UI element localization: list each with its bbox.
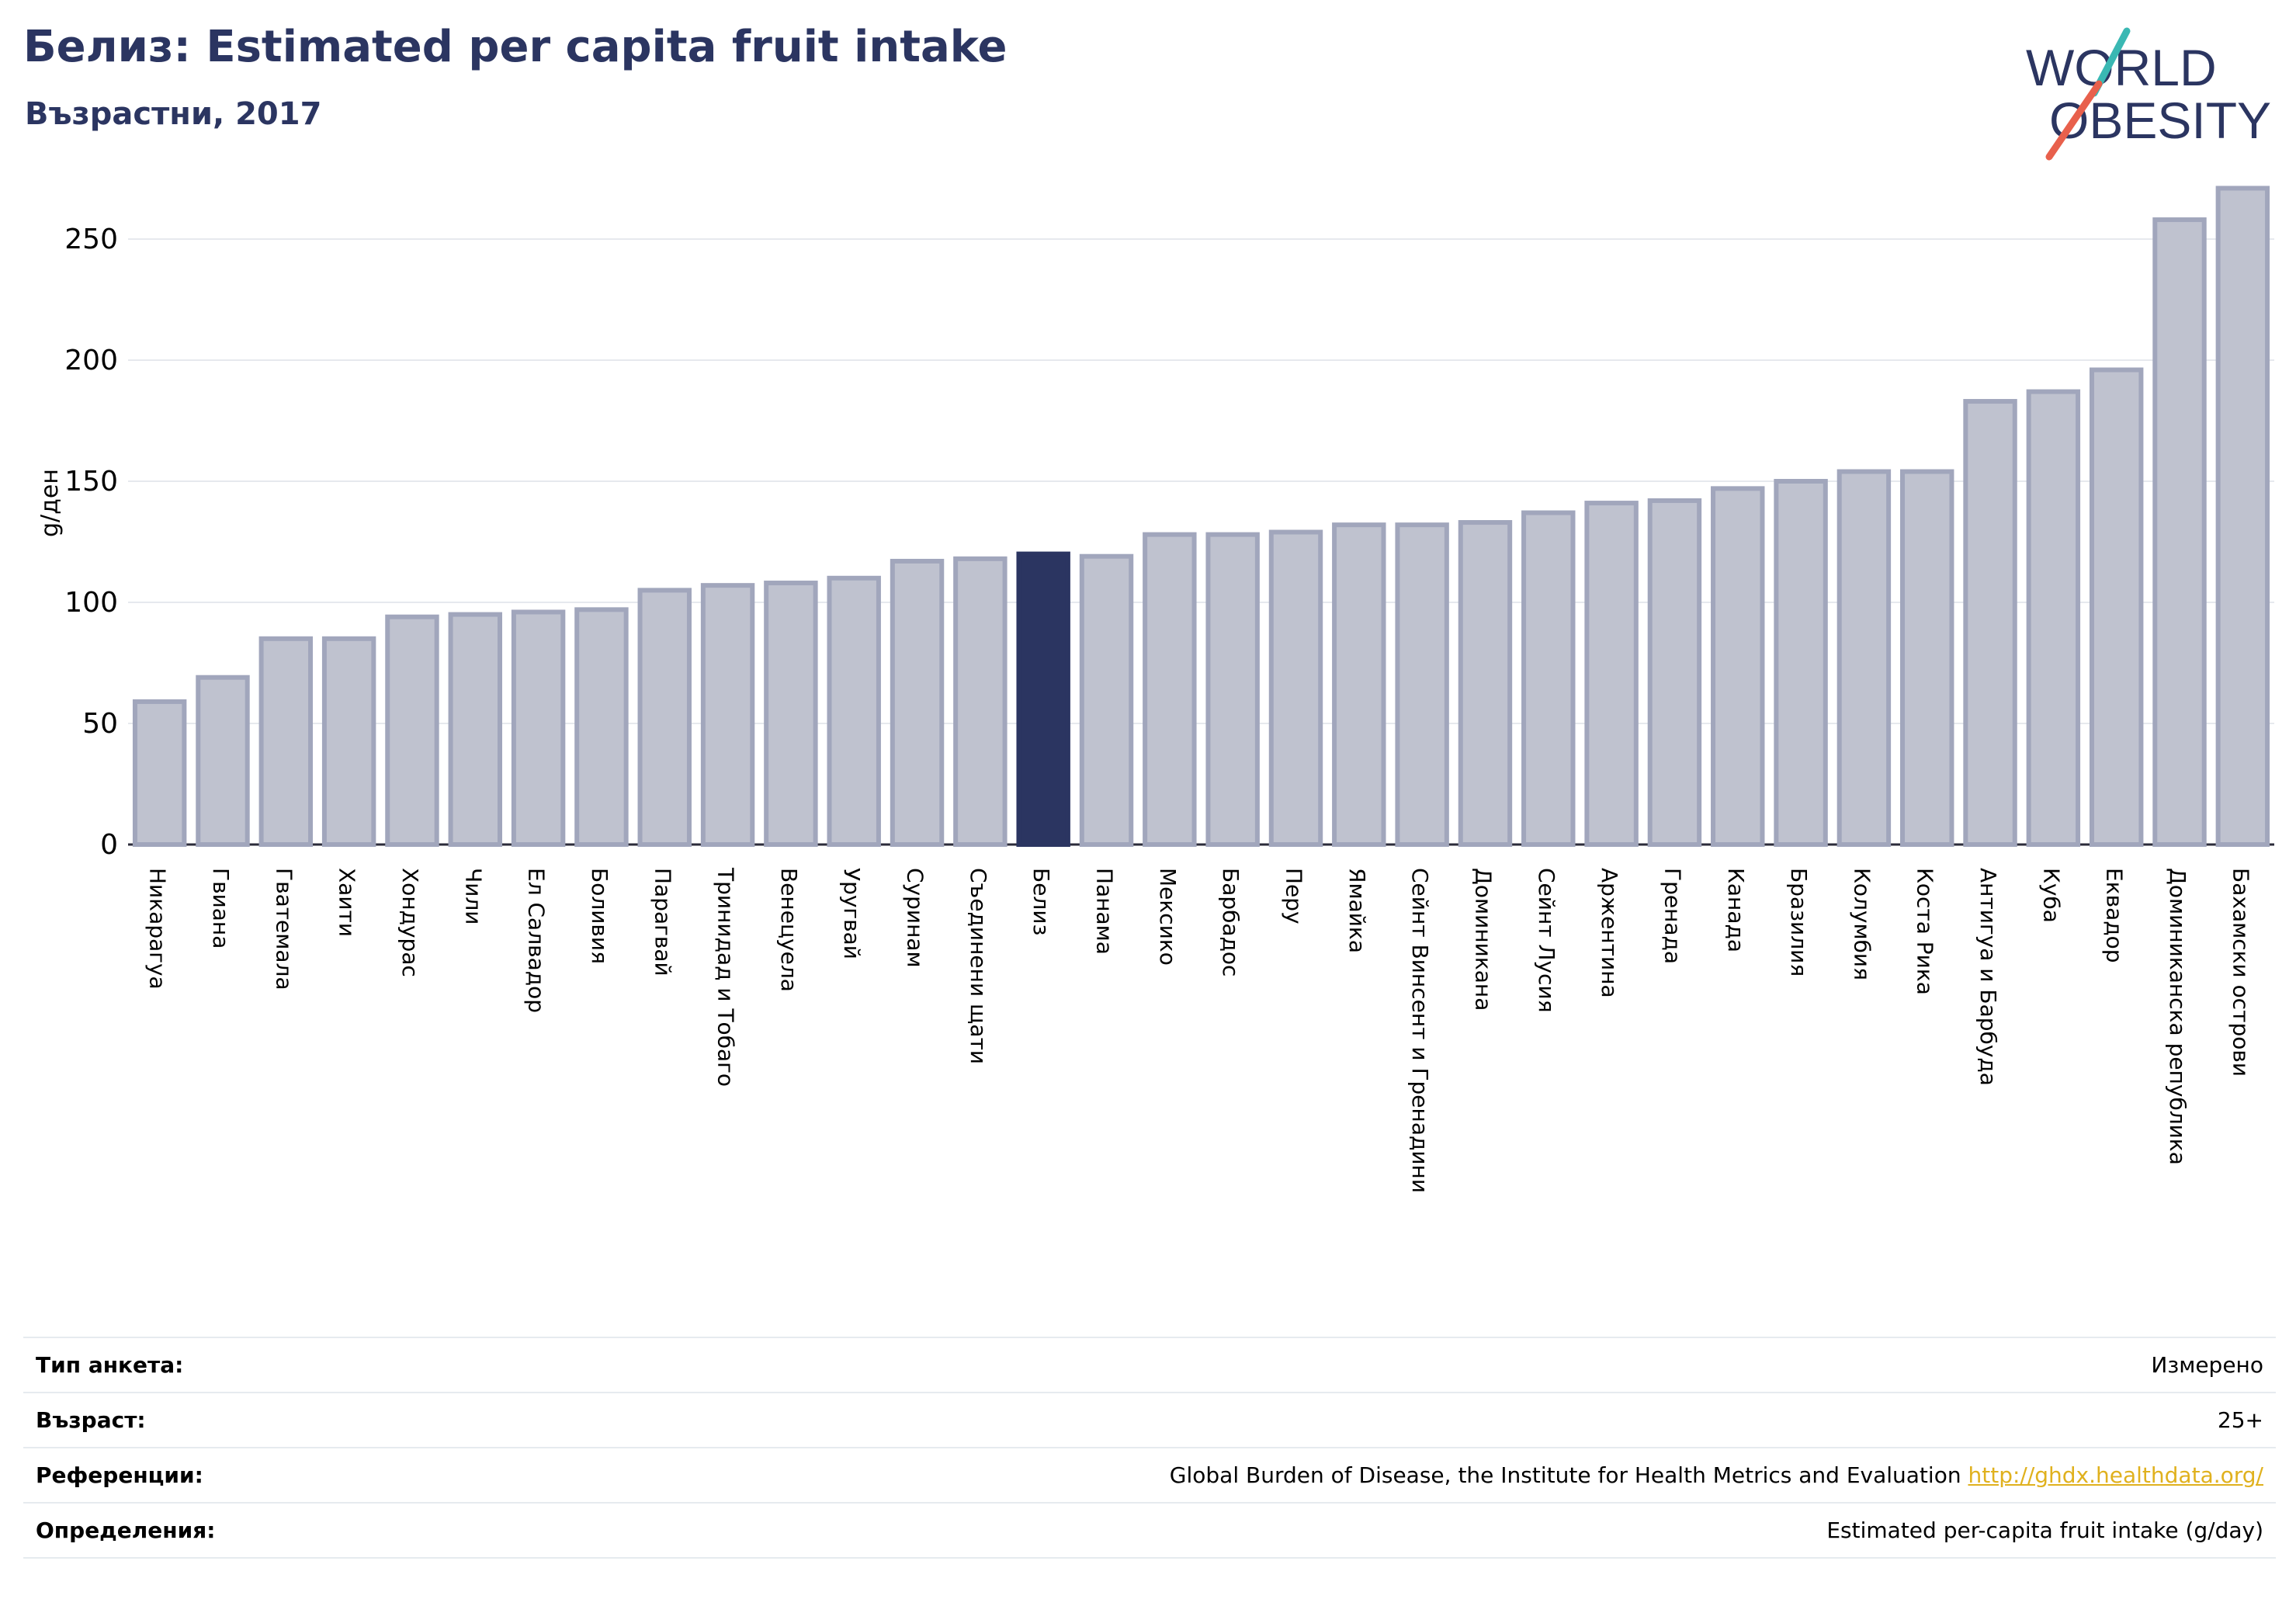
bar xyxy=(953,556,1008,848)
bar xyxy=(1584,501,1639,848)
bar xyxy=(890,558,945,848)
bar xyxy=(1900,469,1954,848)
bar xyxy=(827,575,881,847)
x-tick-label: Уругвай xyxy=(839,868,865,959)
x-tick-label: Антигуа и Барбуда xyxy=(1975,868,2001,1086)
bar xyxy=(574,607,629,847)
bar xyxy=(764,581,818,847)
bar xyxy=(1836,469,1892,848)
bar xyxy=(1963,399,2017,847)
bar xyxy=(2026,389,2081,847)
x-tick-label: Колумбия xyxy=(1849,868,1875,980)
x-tick-label: Сейнт Лусия xyxy=(1534,868,1559,1013)
x-tick-label: Тринидад и Тобаго xyxy=(713,867,739,1087)
bar xyxy=(321,636,376,847)
bar xyxy=(448,612,502,847)
x-tick-label: Белиз xyxy=(1028,868,1054,935)
x-tick-label: Перу xyxy=(1281,868,1306,924)
bars xyxy=(132,186,2270,848)
x-tick-label: Хондурас xyxy=(397,868,423,977)
y-tick-label: 100 xyxy=(64,587,118,619)
y-tick-label: 200 xyxy=(64,345,118,376)
x-tick-label: Барбадос xyxy=(1218,868,1243,976)
bar xyxy=(1458,520,1513,847)
y-tick-label: 250 xyxy=(64,224,118,255)
bar xyxy=(2215,186,2270,848)
y-axis-label: g/ден xyxy=(36,469,64,537)
x-tick-label: Чили xyxy=(460,868,486,925)
chart-subtitle: Възрастни, 2017 xyxy=(25,96,322,132)
x-tick-label: Сейнт Винсент и Гренадини xyxy=(1407,868,1433,1193)
meta-label: Тип анкета: xyxy=(36,1352,184,1378)
x-tick-label: Мексико xyxy=(1155,868,1181,966)
bar xyxy=(511,609,566,847)
bar xyxy=(2152,217,2207,848)
x-tick-label: Куба xyxy=(2038,868,2064,923)
meta-label: Референции: xyxy=(36,1462,203,1488)
x-tick-label: Доминикана xyxy=(1470,868,1496,1011)
x-tick-label: Панама xyxy=(1092,868,1118,955)
x-tick-label: Никарагуа xyxy=(145,868,171,990)
bar xyxy=(1143,532,1197,847)
y-tick-label: 50 xyxy=(82,708,118,740)
bar xyxy=(385,614,439,847)
x-tick-label: Доминиканска република xyxy=(2165,868,2190,1165)
bar xyxy=(1774,479,1828,847)
bar xyxy=(1268,529,1323,848)
bar xyxy=(132,699,187,847)
x-tick-label: Бразилия xyxy=(1786,868,1812,976)
bar xyxy=(1079,553,1134,847)
x-tick-label: Бахамски острови xyxy=(2228,868,2253,1077)
bar-chart: 0 50 100 150 200 250 Никарагуа Гвиана Гватемала… xyxy=(36,186,2274,1193)
chart-title: Белиз: Estimated per capita fruit intake xyxy=(23,22,1008,72)
meta-value: Estimated per-capita fruit intake (g/day… xyxy=(1826,1517,2263,1543)
meta-label: Определения: xyxy=(36,1517,216,1543)
metadata-table: Тип анкета: Измерено Възраст: 25+ Рефере… xyxy=(23,1337,2276,1559)
bar xyxy=(1332,522,1386,847)
x-tick-label: Канада xyxy=(1723,868,1749,952)
meta-value: Измерено xyxy=(2151,1352,2263,1378)
reference-link[interactable]: http://ghdx.healthdata.org/ xyxy=(1968,1462,2263,1488)
meta-row-references: Референции: Global Burden of Disease, th… xyxy=(23,1448,2276,1503)
x-tick-label: Гвиана xyxy=(208,868,234,949)
bar xyxy=(258,636,314,847)
bar xyxy=(2089,367,2144,848)
x-tick-label: Парагвай xyxy=(650,868,675,976)
meta-value: 25+ xyxy=(2217,1407,2263,1433)
bar xyxy=(1521,510,1576,847)
x-tick-label: Хаити xyxy=(335,868,360,937)
world-obesity-logo: WORLD OBESITY xyxy=(2026,27,2271,161)
x-tick-label: Съединени щати xyxy=(966,868,991,1064)
bar xyxy=(1647,498,1702,848)
bar xyxy=(637,588,692,848)
y-tick-label: 150 xyxy=(64,466,118,498)
reference-text: Global Burden of Disease, the Institute … xyxy=(1169,1462,1961,1488)
bar xyxy=(1205,532,1260,847)
meta-value: Global Burden of Disease, the Institute … xyxy=(371,1448,2276,1503)
x-tick-label: Венецуела xyxy=(776,868,802,992)
bar xyxy=(700,583,755,847)
x-tick-label: Суринам xyxy=(903,868,928,968)
bar xyxy=(196,675,250,847)
meta-row-age: Възраст: 25+ xyxy=(23,1393,2276,1448)
x-tick-label: Ямайка xyxy=(1344,868,1370,953)
x-axis-labels: Никарагуа Гвиана Гватемала Хаити Хондурас Чил… xyxy=(145,867,2254,1193)
x-tick-label: Коста Рика xyxy=(1913,868,1938,995)
meta-label: Възраст: xyxy=(36,1407,146,1433)
x-tick-label: Гренада xyxy=(1660,868,1685,964)
x-tick-label: Гватемала xyxy=(271,868,297,990)
bar-highlighted xyxy=(1016,551,1070,847)
meta-row-definitions: Определения: Estimated per-capita fruit … xyxy=(23,1503,2276,1558)
y-tick-label: 0 xyxy=(100,829,118,861)
bar xyxy=(1395,522,1449,847)
x-tick-label: Боливия xyxy=(587,868,612,964)
x-tick-label: Аржентина xyxy=(1597,868,1622,998)
bar xyxy=(1711,486,1765,847)
x-tick-label: Ел Салвадор xyxy=(524,868,550,1013)
meta-row-survey-type: Тип анкета: Измерено xyxy=(23,1337,2276,1393)
x-tick-label: Еквадор xyxy=(2102,868,2128,963)
